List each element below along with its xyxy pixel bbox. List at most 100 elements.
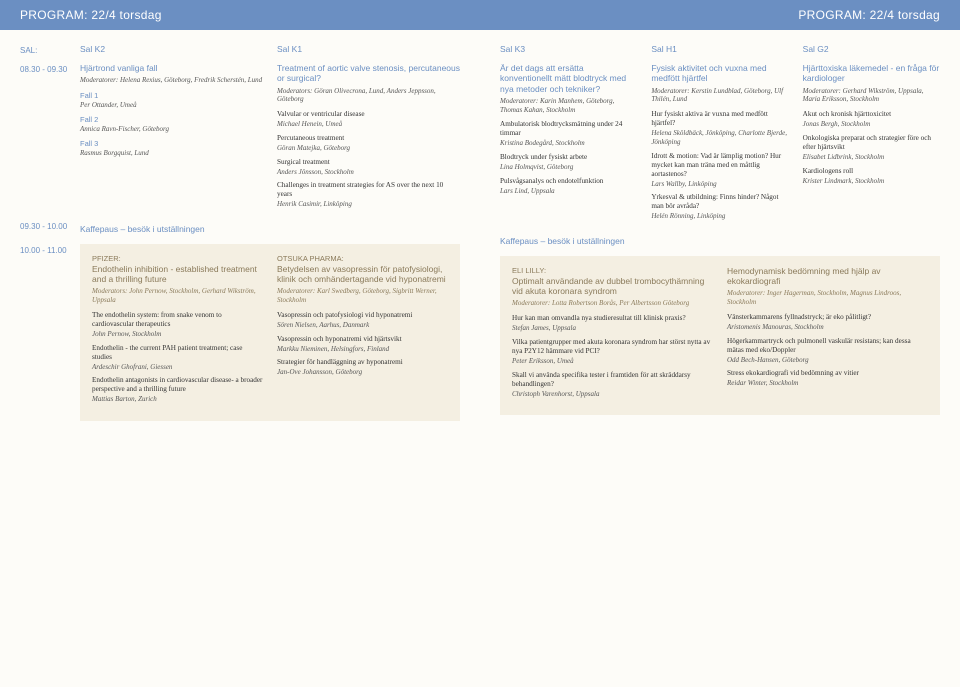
he-n3: Reidar Winter, Stockholm (727, 379, 928, 388)
sal-label: SAL: (20, 44, 68, 57)
otsuka-mod: Moderatorer: Karl Swedberg, Göteborg, Si… (277, 287, 448, 305)
k1-n4: Henrik Casimir, Linköping (277, 200, 460, 209)
otsuka-col: OTSUKA PHARMA: Betydelsen av vasopressin… (277, 254, 448, 409)
k2-heading: Hjärtrond vanliga fall (80, 63, 263, 73)
h1-heading: Fysisk aktivitet och vuxna med medfött h… (651, 63, 788, 83)
room-g2: Sal G2 (803, 44, 940, 54)
fall2-name: Annica Ravn-Fischer, Göteborg (80, 125, 263, 134)
otsuka-sponsor: OTSUKA PHARMA: (277, 254, 448, 263)
lilly-heading: Optimalt användande av dubbel trombocyth… (512, 276, 713, 296)
li-n2: Peter Eriksson, Umeå (512, 357, 713, 366)
coffee-right: Kaffepaus – besök i utställningen (500, 232, 625, 250)
k1-t3: Surgical treatment (277, 158, 460, 167)
time-2: 09.30 - 10.00 (20, 220, 68, 238)
he-t2: Högerkammartryck och pulmonell vaskulär … (727, 337, 928, 355)
lilly-col: ELI LILLY: Optimalt användande av dubbel… (512, 266, 713, 403)
g2-mod: Moderatorer: Gerhard Wikström, Uppsala, … (803, 87, 940, 105)
room-k1: Sal K1 (277, 44, 460, 54)
hemo-mod: Moderatorer: Inger Hagerman, Stockholm, … (727, 289, 928, 307)
header-row: SAL: Sal K2 Sal K1 (20, 44, 460, 57)
k1-heading: Treatment of aortic valve stenosis, perc… (277, 63, 460, 83)
li-t1: Hur kan man omvandla nya studieresultat … (512, 314, 713, 323)
ot-t3: Strategier för handläggning av hyponatre… (277, 358, 448, 367)
time-1: 08.30 - 09.30 (20, 63, 68, 214)
k3-t2: Blodtryck under fysiskt arbete (500, 153, 637, 162)
coffee-left: Kaffepaus – besök i utställningen (80, 220, 205, 238)
coffee-row-right: Kaffepaus – besök i utställningen (500, 232, 940, 250)
k3-mod: Moderatorer: Karin Manhem, Göteborg, Tho… (500, 97, 637, 115)
pfizer-mod: Moderators: John Pernow, Stockholm, Gerh… (92, 287, 263, 305)
lilly-mod: Moderatorer: Lotta Robertson Borås, Per … (512, 299, 713, 308)
room-k2: Sal K2 (80, 44, 263, 54)
he-t1: Vänsterkammarens fyllnadstryck; är eko p… (727, 313, 928, 322)
header-row-r: Sal K3 Sal H1 Sal G2 (500, 44, 940, 57)
g2-block: Hjärttoxiska läkemedel - en fråga för ka… (803, 63, 940, 226)
h1-t1: Hur fysiskt aktiva är vuxna med medfött … (651, 110, 788, 128)
pf-n3: Mattias Barton, Zurich (92, 395, 263, 404)
pfizer-heading: Endothelin inhibition - established trea… (92, 264, 263, 284)
fall3-name: Rasmus Borgquist, Lund (80, 149, 263, 158)
k2-block: Hjärtrond vanliga fall Moderatorer: Hele… (80, 63, 263, 214)
g2-t1: Akut och kronisk hjärttoxicitet (803, 110, 940, 119)
pfizer-sponsor: PFIZER: (92, 254, 263, 263)
lilly-sponsor: ELI LILLY: (512, 266, 713, 275)
k3-heading: Är det dags att ersätta konventionellt m… (500, 63, 637, 94)
hemo-col: Hemodynamisk bedömning med hjälp av ekok… (727, 266, 928, 403)
k1-t4: Challenges in treatment strategies for A… (277, 181, 460, 199)
k3-n2: Lina Holmqvist, Göteborg (500, 163, 637, 172)
li-t2: Vilka patientgrupper med akuta koronara … (512, 338, 713, 356)
g2-t2: Onkologiska preparat och strategier före… (803, 134, 940, 152)
time-3: 10.00 - 11.00 (20, 244, 68, 421)
pf-n1: John Pernow, Stockholm (92, 330, 263, 339)
k1-t1: Valvular or ventricular disease (277, 110, 460, 119)
right-content: Sal K3 Sal H1 Sal G2 Är det dags att ers… (480, 30, 960, 415)
pf-n2: Ardeschir Ghofrani, Giessen (92, 363, 263, 372)
session-row-2: 10.00 - 11.00 PFIZER: Endothelin inhibit… (20, 244, 460, 421)
session-row-1r: Är det dags att ersätta konventionellt m… (500, 63, 940, 226)
right-page: PROGRAM: 22/4 torsdag Sal K3 Sal H1 Sal … (480, 0, 960, 687)
ot-t1: Vasopressin och patofysiologi vid hypona… (277, 311, 448, 320)
room-h1: Sal H1 (651, 44, 788, 54)
k1-moderators: Moderators: Göran Olivecrona, Lund, Ande… (277, 87, 460, 105)
h1-t2: Idrott & motion: Vad är lämplig motion? … (651, 152, 788, 179)
ot-n1: Sören Nielsen, Aarhus, Danmark (277, 321, 448, 330)
k2-moderators: Moderatorer: Helena Rexius, Göteborg, Fr… (80, 76, 263, 85)
h1-t3: Yrkesval & utbildning: Finns hinder? Någ… (651, 193, 788, 211)
k3-block: Är det dags att ersätta konventionellt m… (500, 63, 637, 226)
fall3-label: Fall 3 (80, 139, 263, 148)
g2-n2: Elisabet Lidbrink, Stockholm (803, 153, 940, 162)
k3-n1: Kristina Bodegård, Stockholm (500, 139, 637, 148)
fall1-label: Fall 1 (80, 91, 263, 100)
g2-t3: Kardiologens roll (803, 167, 940, 176)
li-n3: Christoph Varenhorst, Uppsala (512, 390, 713, 399)
ot-n3: Jan-Ove Johansson, Göteborg (277, 368, 448, 377)
room-k3: Sal K3 (500, 44, 637, 54)
g2-heading: Hjärttoxiska läkemedel - en fråga för ka… (803, 63, 940, 83)
g2-n1: Jonas Bergh, Stockholm (803, 120, 940, 129)
k3-n3: Lars Lind, Uppsala (500, 187, 637, 196)
h1-n1: Helena Sköldbäck, Jönköping, Charlotte B… (651, 129, 788, 147)
sponsor-block-right: ELI LILLY: Optimalt användande av dubbel… (500, 256, 940, 415)
li-t3: Skall vi använda specifika tester i fram… (512, 371, 713, 389)
k3-t3: Pulsvågsanalys och endotelfunktion (500, 177, 637, 186)
pf-t2: Endothelin - the current PAH patient tre… (92, 344, 263, 362)
he-n1: Aristomenis Manouras, Stockholm (727, 323, 928, 332)
h1-n3: Helén Rönning, Linköping (651, 212, 788, 221)
he-n2: Odd Bech-Hansen, Göteborg (727, 356, 928, 365)
program-spread: PROGRAM: 22/4 torsdag SAL: Sal K2 Sal K1… (0, 0, 960, 687)
pfizer-col: PFIZER: Endothelin inhibition - establis… (92, 254, 263, 409)
fall1-name: Per Ottander, Umeå (80, 101, 263, 110)
pf-t1: The endothelin system: from snake venom … (92, 311, 263, 329)
sponsor-block-left: PFIZER: Endothelin inhibition - establis… (80, 244, 460, 421)
k1-n1: Michael Henein, Umeå (277, 120, 460, 129)
banner-left: PROGRAM: 22/4 torsdag (0, 0, 480, 30)
session-row-2r: ELI LILLY: Optimalt användande av dubbel… (500, 256, 940, 415)
ot-n2: Markku Nieminen, Helsingfors, Finland (277, 345, 448, 354)
hemo-heading: Hemodynamisk bedömning med hjälp av ekok… (727, 266, 928, 286)
h1-block: Fysisk aktivitet och vuxna med medfött h… (651, 63, 788, 226)
k1-n3: Anders Jönsson, Stockholm (277, 168, 460, 177)
left-content: SAL: Sal K2 Sal K1 08.30 - 09.30 Hjärtro… (0, 30, 480, 421)
he-t3: Stress ekokardiografi vid bedömning av v… (727, 369, 928, 378)
left-page: PROGRAM: 22/4 torsdag SAL: Sal K2 Sal K1… (0, 0, 480, 687)
k1-block: Treatment of aortic valve stenosis, perc… (277, 63, 460, 214)
